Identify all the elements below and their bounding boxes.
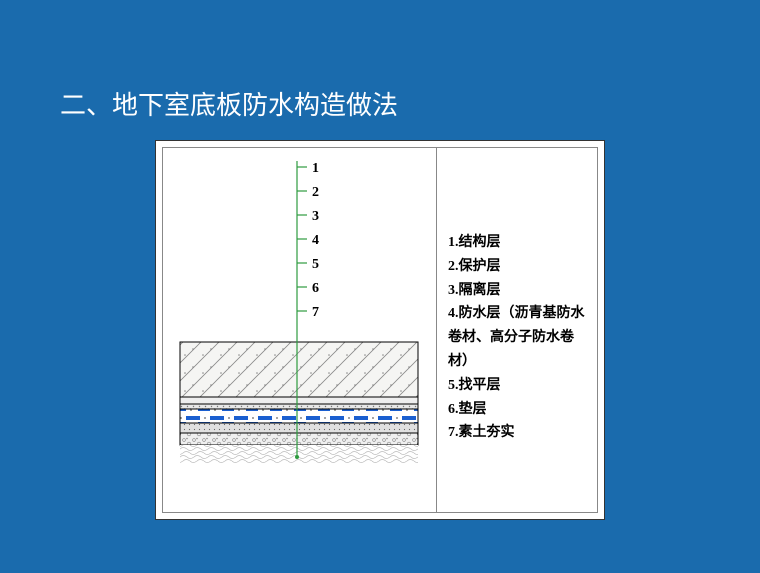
legend-item: 2.保护层 bbox=[448, 255, 593, 279]
slide-title: 二、地下室底板防水构造做法 bbox=[60, 85, 398, 122]
legend-item: 5.找平层 bbox=[448, 374, 593, 398]
legend-item: 6.垫层 bbox=[448, 398, 593, 422]
svg-text:4: 4 bbox=[312, 233, 319, 248]
diagram-panel: 1.结构层 2.保护层 3.隔离层 4.防水层（沥青基防水卷材、高分子防水卷材）… bbox=[155, 140, 605, 520]
section-diagram: 1 2 3 4 5 6 7 bbox=[162, 147, 436, 515]
legend-item: 3.隔离层 bbox=[448, 279, 593, 303]
svg-text:2: 2 bbox=[312, 185, 319, 200]
svg-text:6: 6 bbox=[312, 281, 319, 296]
svg-text:7: 7 bbox=[312, 305, 319, 320]
legend-item: 1.结构层 bbox=[448, 231, 593, 255]
legend-item: 7.素土夯实 bbox=[448, 421, 593, 445]
legend: 1.结构层 2.保护层 3.隔离层 4.防水层（沥青基防水卷材、高分子防水卷材）… bbox=[448, 231, 593, 445]
svg-text:3: 3 bbox=[312, 209, 319, 224]
svg-text:5: 5 bbox=[312, 257, 319, 272]
panel-divider bbox=[436, 147, 437, 513]
svg-text:1: 1 bbox=[312, 161, 319, 176]
legend-item: 4.防水层（沥青基防水卷材、高分子防水卷材） bbox=[448, 302, 593, 373]
